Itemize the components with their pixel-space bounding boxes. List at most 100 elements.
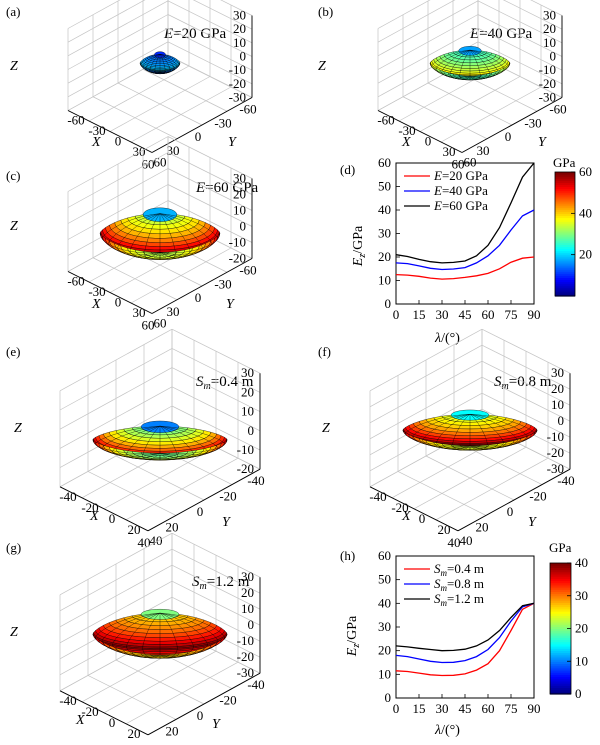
x-tick-label: 15 bbox=[413, 307, 426, 322]
colorbar-segment bbox=[550, 624, 571, 627]
surface-meridian bbox=[469, 49, 491, 80]
surface-meridian bbox=[469, 414, 488, 451]
colorbar-segment bbox=[555, 219, 575, 223]
x-tick-label: 90 bbox=[528, 307, 541, 322]
colorbar-segment bbox=[550, 667, 571, 671]
colorbar-segment bbox=[550, 632, 571, 636]
colorbar-segment bbox=[555, 281, 575, 285]
colorbar-segment bbox=[550, 597, 571, 601]
surface-meridian bbox=[112, 425, 161, 457]
colorbar-segment bbox=[550, 687, 571, 691]
legend-label: E=60 GPa bbox=[433, 198, 488, 213]
x-tick-label: 15 bbox=[413, 701, 426, 716]
y-axis-line bbox=[59, 690, 149, 736]
z-axis-label: Z bbox=[14, 421, 22, 436]
x-axis-label: X bbox=[91, 135, 101, 150]
colorbar-segment bbox=[550, 648, 571, 651]
series-line bbox=[395, 256, 535, 280]
colorbar-segment bbox=[550, 584, 571, 588]
y-tick-label: 0 bbox=[109, 511, 116, 526]
colorbar-segment bbox=[555, 198, 575, 202]
z-tick-label: -10 bbox=[237, 633, 254, 648]
colorbar-segment bbox=[550, 628, 571, 632]
colorbar-tick-label: 40 bbox=[575, 555, 588, 570]
surface-meridian bbox=[411, 414, 471, 448]
colorbar-segment bbox=[555, 213, 575, 216]
z-tick-label: 20 bbox=[241, 384, 254, 399]
z-axis-label: Z bbox=[322, 421, 330, 436]
surface-meridian bbox=[452, 414, 471, 451]
colorbar-segment bbox=[555, 283, 575, 287]
surface-meridian bbox=[159, 54, 180, 73]
gridline bbox=[440, 86, 542, 143]
z-tick-label: 0 bbox=[248, 423, 255, 438]
colorbar-segment bbox=[555, 196, 575, 200]
surface-meridian bbox=[142, 612, 161, 659]
gridline bbox=[125, 457, 239, 521]
colorbar-segment bbox=[550, 691, 571, 695]
surface-meridian bbox=[140, 54, 161, 73]
colorbar-segment bbox=[555, 172, 575, 175]
y-tick-label: -40 bbox=[59, 693, 76, 708]
z-tick-label: 0 bbox=[550, 49, 557, 64]
z-tick-label: -20 bbox=[547, 445, 564, 460]
colorbar-segment bbox=[555, 262, 575, 266]
panel-title: E=60 GPa bbox=[195, 180, 259, 196]
gridline bbox=[103, 446, 217, 510]
x-tick-label: 30 bbox=[436, 701, 449, 716]
x-tick-label: 60 bbox=[482, 307, 495, 322]
colorbar-segment bbox=[550, 639, 571, 643]
colorbar-segment bbox=[550, 635, 571, 638]
surface-meridian bbox=[159, 213, 176, 260]
z-tick-label: 10 bbox=[233, 35, 246, 50]
x-tick-label: 30 bbox=[436, 307, 449, 322]
surface-meridian bbox=[422, 414, 471, 449]
z-tick-label: -20 bbox=[229, 76, 246, 91]
colorbar-segment bbox=[550, 573, 571, 577]
y-tick-label: -60 bbox=[377, 113, 394, 128]
colorbar-title: GPa bbox=[553, 155, 576, 170]
z-tick-label: 30 bbox=[543, 8, 556, 23]
x-axis-label: X bbox=[89, 509, 99, 524]
surface-meridian bbox=[469, 49, 481, 80]
colorbar-segment bbox=[550, 676, 571, 680]
x-tick-label: 0 bbox=[393, 307, 400, 322]
x-tick-label: 0 bbox=[195, 290, 202, 305]
surface-meridian bbox=[159, 213, 213, 255]
colorbar-segment bbox=[555, 265, 575, 268]
surface-meridian bbox=[469, 49, 505, 78]
colorbar-segment bbox=[555, 200, 575, 204]
z-tick-label: 10 bbox=[241, 404, 254, 419]
colorbar-segment bbox=[555, 260, 575, 264]
surface-meridian bbox=[469, 49, 509, 77]
x-tick-label: 60 bbox=[482, 701, 495, 716]
y-tick-label: 20 bbox=[378, 643, 391, 658]
panel-c-surface-plot: (c) E=60 GPa -20-100102030-60-3003060-60… bbox=[6, 136, 259, 333]
x-tick-label: -20 bbox=[219, 489, 236, 504]
y-tick-label: 40 bbox=[460, 533, 473, 548]
panel-label: (a) bbox=[6, 4, 20, 19]
colorbar-segment bbox=[555, 203, 575, 206]
colorbar-segment bbox=[550, 589, 571, 592]
y-tick-label: 20 bbox=[378, 249, 391, 264]
surface-meridian bbox=[159, 425, 208, 457]
surface-meridian bbox=[159, 425, 219, 456]
surface-meridian bbox=[101, 612, 161, 656]
colorbar-segment bbox=[550, 689, 571, 693]
colorbar-segment bbox=[555, 293, 575, 297]
x-tick-label: -30 bbox=[524, 115, 541, 130]
colorbar-tick-label: 10 bbox=[575, 653, 588, 668]
colorbar-segment bbox=[555, 244, 575, 247]
z-tick-label: 0 bbox=[240, 49, 247, 64]
colorbar-segment bbox=[555, 258, 575, 262]
colorbar-segment bbox=[550, 576, 571, 579]
legend-label: E=40 GPa bbox=[433, 183, 488, 198]
z-tick-label: 30 bbox=[233, 171, 246, 186]
colorbar-segment bbox=[555, 174, 575, 177]
z-tick-label: 30 bbox=[551, 365, 564, 380]
z-tick-label: -20 bbox=[539, 76, 556, 91]
colorbar-segment bbox=[550, 600, 571, 603]
x-tick-label: 0 bbox=[197, 708, 204, 723]
y-tick-label: 0 bbox=[115, 134, 122, 149]
colorbar-segment bbox=[550, 593, 571, 597]
